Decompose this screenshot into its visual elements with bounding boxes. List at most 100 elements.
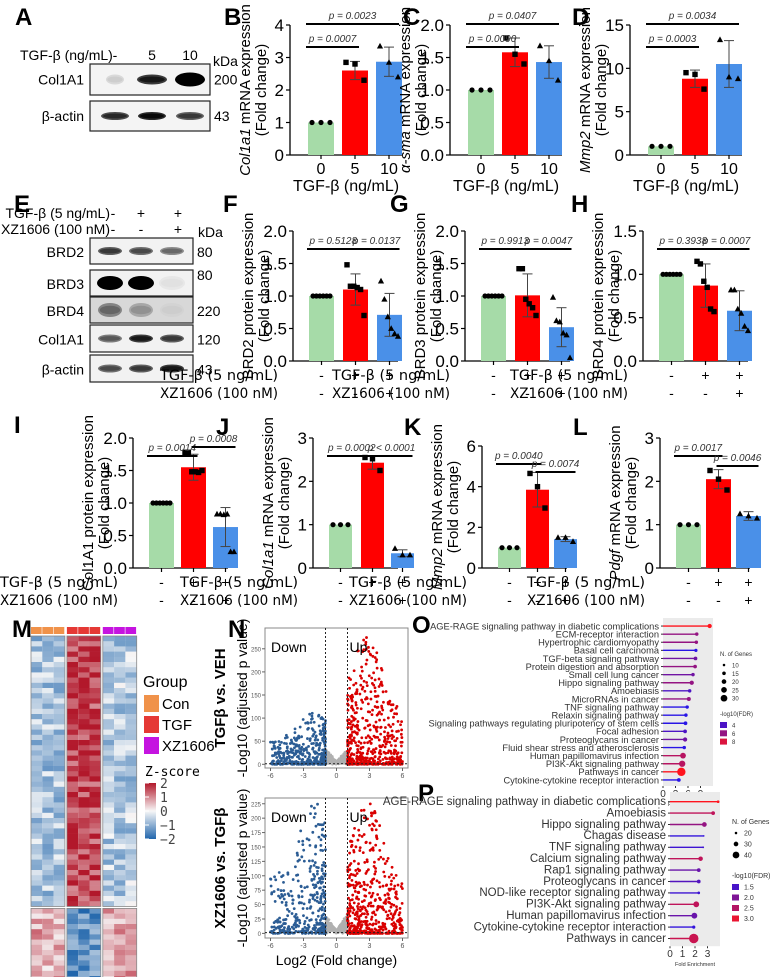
down-point (323, 757, 327, 761)
heatmap-cell (53, 934, 65, 940)
treatment-sign: + (368, 574, 376, 590)
heatmap-cell (66, 965, 79, 972)
heatmap-cell (102, 965, 115, 972)
heatmap-cell (31, 734, 43, 741)
heatmap-cell (53, 677, 65, 684)
heatmap-cell (31, 688, 43, 694)
up-point (393, 712, 396, 716)
heatmap-cell (114, 828, 126, 834)
y-tick-label: 2.0 (103, 429, 127, 448)
p-value-label: p = 0.0008 (189, 434, 238, 445)
data-point (563, 331, 570, 338)
up-point (368, 848, 372, 852)
heatmap-cell (78, 760, 90, 767)
treatment-label: XZ1606 (100 nM) (527, 593, 645, 609)
heatmap-cell (125, 771, 137, 777)
ns-point (341, 928, 345, 931)
color-legend-title: -log10(FDR) (720, 712, 753, 718)
heatmap-cell (53, 781, 65, 788)
heatmap-cell (114, 833, 126, 840)
heatmap-cell (53, 693, 65, 699)
y-tick-label: 50 (254, 903, 261, 909)
up-point (348, 914, 352, 918)
bar-2 (736, 516, 761, 568)
data-point (526, 301, 532, 307)
data-point (499, 545, 505, 551)
heatmap-cell (102, 929, 115, 935)
treatment-label: XZ1606 (100 nM) (0, 593, 118, 609)
heatmap-cell (42, 792, 54, 798)
data-point (658, 143, 664, 149)
data-point (545, 57, 553, 64)
up-point (348, 741, 352, 745)
data-point (683, 69, 689, 76)
heatmap-cell (42, 849, 54, 855)
down-point (312, 863, 316, 867)
pathway-label: TNF signaling pathway (549, 842, 666, 854)
heatmap-cell (66, 844, 79, 850)
ns-point (342, 922, 345, 926)
heatmap-cell (42, 859, 54, 866)
down-point (320, 921, 324, 925)
up-point (365, 681, 369, 684)
down-point (282, 751, 286, 755)
down-point (307, 744, 310, 748)
heatmap-cell (53, 828, 65, 834)
heatmap-cell (78, 797, 90, 803)
heatmap-cell (53, 849, 65, 855)
treatment-sign: - (507, 574, 512, 590)
pathway-label: AGE-RAGE signaling pathway in diabetic c… (430, 621, 659, 631)
treatment-sign: + (735, 385, 743, 401)
heatmap-cell (89, 792, 101, 798)
y-tick-label: 50 (254, 740, 261, 746)
heatmap-cell (102, 714, 115, 720)
pathway-label: Rap1 signaling pathway (544, 864, 666, 876)
up-point (355, 723, 359, 727)
heatmap-cell (102, 849, 115, 855)
ns-point (336, 759, 339, 762)
up-point (354, 880, 358, 884)
heatmap-cell (89, 812, 101, 819)
down-point (269, 877, 272, 881)
heatmap-cell (31, 755, 43, 762)
up-point (361, 650, 365, 654)
treatment-sign: + (744, 574, 752, 590)
up-point (394, 873, 398, 877)
blot-band (129, 303, 153, 317)
blot-band (98, 334, 122, 343)
down-point (271, 747, 274, 751)
up-point (368, 841, 372, 845)
heatmap-cell (66, 838, 79, 845)
up-point (347, 748, 351, 752)
up-point (346, 919, 350, 923)
p-value-label: p < 0.0001 (367, 443, 416, 454)
up-point (365, 636, 368, 639)
lollipop-dot (683, 721, 688, 726)
down-point (321, 736, 325, 740)
heatmap-cell (66, 703, 79, 710)
y-tick-label: 25 (254, 917, 261, 923)
heatmap-cell (31, 818, 43, 824)
down-point (297, 924, 300, 928)
up-point (370, 682, 374, 685)
size-legend-label: 20 (744, 831, 752, 838)
heatmap-cell (66, 880, 79, 886)
down-point (297, 918, 301, 922)
down-point (288, 758, 292, 762)
band-core (99, 305, 121, 315)
legend-label: Con (162, 696, 190, 713)
up-point (350, 752, 354, 756)
up-point (356, 891, 360, 894)
heatmap-cell (42, 682, 54, 689)
up-point (397, 913, 401, 917)
up-point (365, 697, 369, 700)
up-point (377, 920, 381, 924)
data-point (377, 467, 383, 474)
annotation-up: Up (350, 639, 368, 655)
up-point (399, 755, 402, 759)
up-point (384, 742, 388, 746)
y-tick-label: 1.0 (103, 494, 127, 513)
up-point (350, 878, 354, 882)
blot-band (98, 303, 122, 317)
heatmap-cell (78, 901, 90, 907)
